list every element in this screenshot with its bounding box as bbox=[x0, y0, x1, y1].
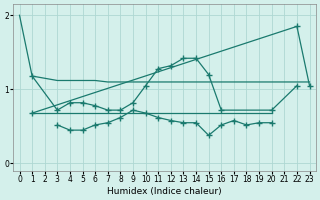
X-axis label: Humidex (Indice chaleur): Humidex (Indice chaleur) bbox=[107, 187, 222, 196]
